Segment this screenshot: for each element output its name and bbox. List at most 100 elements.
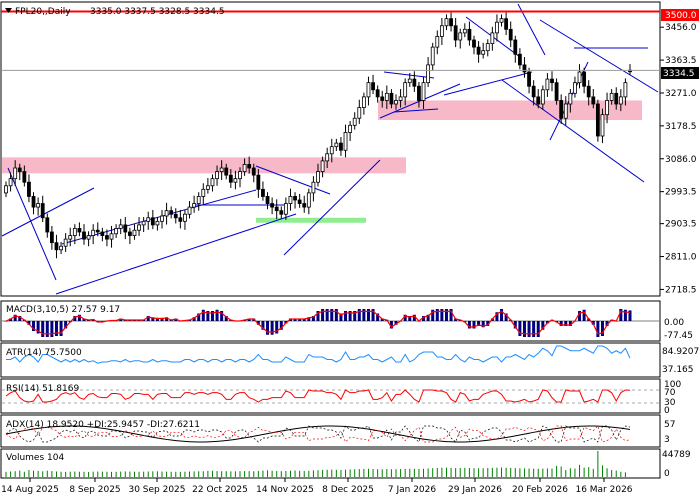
volume-bar — [92, 471, 94, 477]
macd-bar — [50, 321, 54, 337]
date-tick-label: 16 Mar 2026 — [575, 485, 632, 495]
volume-bar — [280, 471, 282, 477]
price-zone — [2, 157, 406, 174]
volume-bar — [33, 470, 35, 477]
adx-line — [5, 425, 631, 443]
macd-bar — [486, 321, 490, 326]
last-price-label: 3334.5 — [663, 69, 695, 79]
rsi-panel[interactable] — [0, 378, 661, 414]
candle-body — [508, 28, 513, 41]
macd-bar — [192, 317, 196, 321]
macd-bar — [54, 321, 58, 336]
volume-bar — [423, 468, 425, 477]
volume-bar — [592, 468, 594, 477]
volume-bar — [496, 467, 498, 477]
volume-bar — [523, 468, 525, 477]
macd-bar — [348, 311, 352, 321]
candle-body — [591, 96, 596, 105]
candle-body — [614, 92, 619, 105]
macd-bar — [247, 318, 251, 321]
candle-body — [17, 167, 22, 172]
macd-bar — [36, 321, 40, 334]
candle-body — [371, 82, 375, 91]
candle-body — [13, 167, 18, 180]
volume-bar — [381, 469, 383, 477]
trendline — [7, 167, 57, 281]
volume-bar — [303, 470, 305, 477]
macd-bar — [449, 309, 453, 321]
macd-bar — [41, 321, 45, 337]
volume-bar — [129, 471, 131, 477]
macd-bar — [568, 321, 572, 326]
volume-bar — [459, 467, 461, 477]
candle-body — [380, 96, 385, 101]
candle-body — [261, 188, 265, 197]
trendline — [255, 165, 331, 195]
volume-bar — [349, 469, 351, 477]
volume-bar — [395, 469, 397, 477]
volume-bar — [152, 471, 154, 477]
candles-layer — [4, 12, 632, 259]
candle-body — [550, 78, 554, 84]
volume-bar — [211, 470, 213, 477]
macd-bar — [536, 321, 540, 337]
volume-bar — [377, 469, 379, 477]
candle-body — [219, 167, 224, 172]
candle-body — [559, 100, 564, 119]
macd-bar — [275, 321, 279, 334]
candle-body — [100, 231, 105, 236]
candle-body — [352, 117, 357, 126]
macd-bar — [9, 318, 13, 321]
macd-bar — [366, 309, 370, 321]
macd-bar — [353, 311, 357, 321]
volume-bar — [340, 469, 342, 477]
candle-body — [329, 146, 334, 155]
candle-body — [288, 196, 293, 204]
candle-body — [462, 28, 467, 34]
candle-body — [297, 199, 302, 204]
macd-bar — [578, 311, 582, 321]
macd-bar — [18, 316, 22, 321]
volume-bar — [615, 470, 617, 477]
volume-bar — [611, 470, 613, 477]
adx-panel[interactable] — [0, 414, 661, 448]
volume-bar — [432, 468, 434, 477]
volume-panel[interactable] — [0, 448, 661, 479]
candle-body — [114, 228, 119, 235]
candle-body — [77, 228, 82, 233]
macd-bar — [481, 321, 485, 328]
volume-bar — [239, 471, 241, 477]
macd-bar — [545, 321, 549, 324]
volume-bar — [207, 470, 209, 477]
candle-body — [334, 142, 339, 148]
candle-body — [22, 171, 27, 183]
macd-bar — [394, 321, 398, 325]
candle-body — [531, 85, 536, 98]
volume-bar — [322, 469, 324, 477]
candle-body — [279, 210, 284, 215]
volume-bar — [216, 471, 218, 477]
macd-bar — [495, 312, 499, 321]
atr-line — [6, 345, 631, 364]
candle-body — [449, 18, 453, 27]
candle-body — [137, 224, 141, 231]
macd-bar — [220, 311, 224, 321]
candle-body — [595, 103, 600, 137]
candle-body — [105, 235, 109, 240]
candle-body — [201, 188, 206, 197]
volume-bar — [161, 471, 163, 477]
trendline — [383, 71, 435, 79]
candle-body — [238, 171, 242, 180]
collapse-triangle-icon[interactable] — [5, 8, 12, 13]
macd-bar — [321, 309, 325, 321]
volume-bar — [189, 471, 191, 477]
volume-bar — [345, 469, 347, 477]
price-tick-label: 3178.5 — [665, 122, 697, 132]
volume-bar — [101, 471, 103, 477]
volume-bar — [248, 471, 250, 477]
macd-bar — [467, 321, 471, 329]
volume-bar — [588, 467, 590, 477]
candle-body — [265, 196, 270, 204]
